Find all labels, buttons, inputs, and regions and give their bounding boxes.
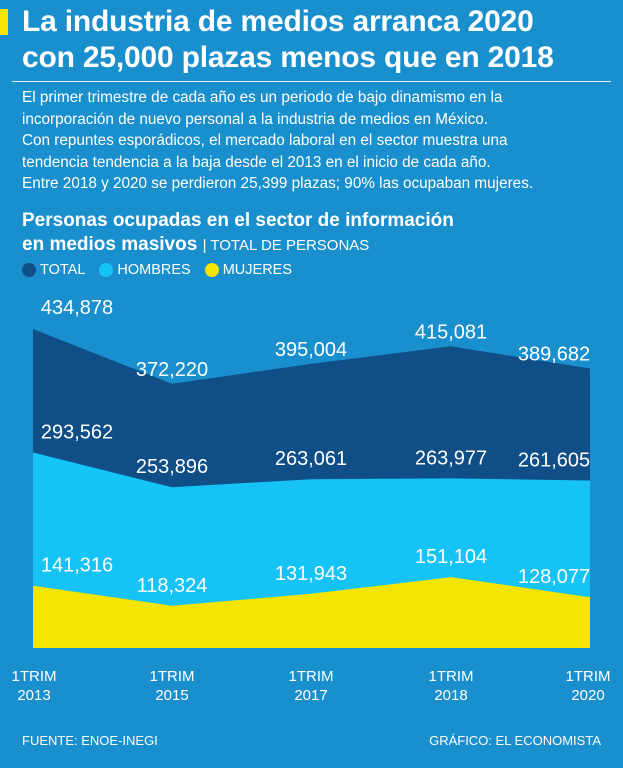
x-tick-label-1-0: 1TRIM — [150, 668, 195, 685]
data-label-total-1: 372,220 — [136, 359, 208, 381]
x-tick-label-2-0: 1TRIM — [289, 668, 334, 685]
chart-title: Personas ocupadas en el sector de inform… — [22, 209, 612, 258]
data-label-total-3: 415,081 — [415, 321, 487, 343]
legend-dot-total — [22, 263, 36, 277]
data-label-total-0: 434,878 — [41, 297, 113, 319]
data-label-total-2: 395,004 — [275, 339, 347, 361]
data-label-mujeres-4: 128,077 — [518, 566, 590, 588]
data-label-mujeres-1: 118,324 — [137, 575, 208, 597]
x-tick-label-4-0: 1TRIM — [566, 668, 611, 685]
legend-dot-hombres — [99, 263, 114, 277]
data-label-hombres-0: 293,562 — [41, 422, 113, 444]
graphic-credit: GRÁFICO: EL ECONOMISTA — [429, 733, 601, 748]
data-label-hombres-2: 263,061 — [275, 448, 347, 470]
x-tick-label-2-1: 2017 — [294, 687, 327, 704]
x-tick-label-3-0: 1TRIM — [429, 668, 474, 685]
legend-dot-mujeres — [204, 263, 219, 277]
data-label-mujeres-0: 141,316 — [41, 555, 113, 577]
chart-unit-label: | TOTAL DE PERSONAS — [202, 237, 370, 254]
chart-title-text: Personas ocupadas en el sector de inform… — [22, 210, 454, 255]
x-tick-label-4-1: 2020 — [571, 687, 604, 704]
title-divider — [12, 81, 611, 82]
data-label-hombres-3: 263,977 — [415, 447, 487, 469]
footer: FUENTE: ENOE-INEGI GRÁFICO: EL ECONOMIST… — [22, 733, 601, 748]
legend-label-mujeres: MUJERES — [222, 262, 293, 278]
legend-item-mujeres: MUJERES — [204, 262, 293, 278]
legend-item-hombres: HOMBRES — [99, 262, 191, 278]
x-tick-label-1-1: 2015 — [155, 687, 188, 704]
x-tick-label-0-1: 2013 — [17, 687, 50, 704]
intro-text: El primer trimestre de cada año es un pe… — [22, 89, 534, 192]
x-tick-label-3-1: 2018 — [434, 687, 467, 704]
title-accent-bar — [0, 9, 8, 35]
data-label-mujeres-3: 151,104 — [415, 546, 487, 568]
x-tick-label-0-0: 1TRIM — [12, 668, 57, 685]
data-label-mujeres-2: 131,943 — [275, 563, 347, 585]
data-label-total-4: 389,682 — [518, 344, 590, 366]
legend-item-total: TOTAL — [22, 262, 85, 278]
data-label-hombres-1: 253,896 — [136, 456, 208, 478]
area-mujeres — [33, 577, 590, 648]
legend-label-hombres: HOMBRES — [117, 262, 191, 278]
source-credit: FUENTE: ENOE-INEGI — [22, 733, 158, 748]
page-title: La industria de medios arranca 2020 con … — [22, 5, 554, 74]
chart-legend: TOTAL HOMBRES MUJERES — [22, 262, 292, 278]
legend-label-total: TOTAL — [40, 262, 86, 278]
data-label-hombres-4: 261,605 — [518, 450, 590, 472]
